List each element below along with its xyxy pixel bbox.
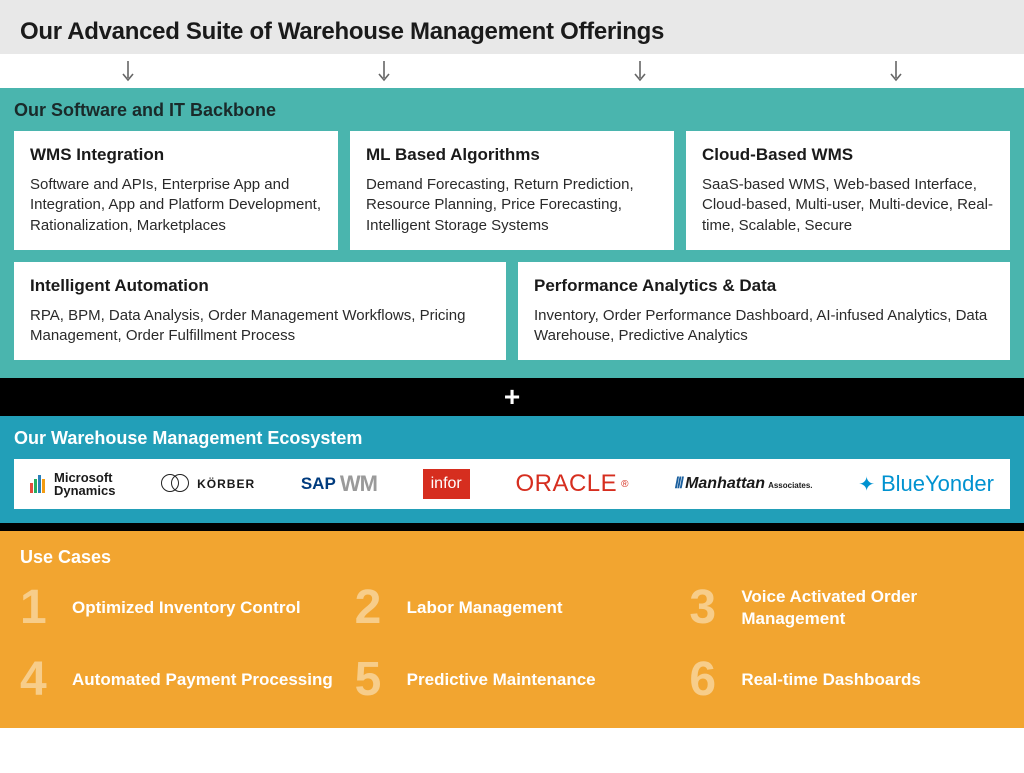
backbone-title: Our Software and IT Backbone bbox=[14, 100, 1010, 121]
page-title: Our Advanced Suite of Warehouse Manageme… bbox=[20, 18, 1004, 46]
card-cloud-wms: Cloud-Based WMS SaaS-based WMS, Web-base… bbox=[686, 131, 1010, 250]
korber-circles-icon bbox=[161, 474, 193, 494]
usecase-number: 2 bbox=[355, 584, 389, 632]
card-body: Inventory, Order Performance Dashboard, … bbox=[534, 306, 994, 347]
usecase-item: 6 Real-time Dashboards bbox=[689, 656, 1004, 704]
logos-row: Microsoft Dynamics KÖRBER SAPWM infor OR… bbox=[14, 459, 1010, 509]
usecase-item: 1 Optimized Inventory Control bbox=[20, 584, 335, 632]
backbone-row-2: Intelligent Automation RPA, BPM, Data An… bbox=[14, 262, 1010, 361]
manhattan-icon: /// bbox=[675, 475, 682, 493]
ecosystem-title: Our Warehouse Management Ecosystem bbox=[14, 428, 1010, 449]
usecase-label: Optimized Inventory Control bbox=[72, 597, 301, 619]
usecase-item: 4 Automated Payment Processing bbox=[20, 656, 335, 704]
arrow-down-icon bbox=[887, 60, 905, 84]
card-title: WMS Integration bbox=[30, 145, 322, 165]
logo-microsoft-dynamics: Microsoft Dynamics bbox=[30, 471, 115, 497]
usecases-grid: 1 Optimized Inventory Control 2 Labor Ma… bbox=[20, 584, 1004, 704]
usecase-label: Predictive Maintenance bbox=[407, 669, 596, 691]
logo-text: ORACLE bbox=[515, 470, 617, 498]
logo-text: Manhattan bbox=[685, 475, 765, 493]
usecase-item: 3 Voice Activated Order Management bbox=[689, 584, 1004, 632]
logo-infor: infor bbox=[423, 469, 470, 499]
plus-divider: + bbox=[0, 378, 1024, 416]
logo-suffix: Associates. bbox=[768, 481, 812, 490]
usecase-label: Automated Payment Processing bbox=[72, 669, 333, 691]
usecases-section: Use Cases 1 Optimized Inventory Control … bbox=[0, 531, 1024, 728]
card-title: ML Based Algorithms bbox=[366, 145, 658, 165]
arrow-down-icon bbox=[119, 60, 137, 84]
usecase-number: 4 bbox=[20, 656, 54, 704]
card-body: Demand Forecasting, Return Prediction, R… bbox=[366, 175, 658, 236]
usecase-label: Real-time Dashboards bbox=[741, 669, 921, 691]
arrow-down-icon bbox=[631, 60, 649, 84]
card-wms-integration: WMS Integration Software and APIs, Enter… bbox=[14, 131, 338, 250]
card-title: Cloud-Based WMS bbox=[702, 145, 994, 165]
card-body: SaaS-based WMS, Web-based Interface, Clo… bbox=[702, 175, 994, 236]
logo-text: BlueYonder bbox=[881, 471, 994, 497]
usecase-number: 1 bbox=[20, 584, 54, 632]
card-intelligent-automation: Intelligent Automation RPA, BPM, Data An… bbox=[14, 262, 506, 361]
usecases-title: Use Cases bbox=[20, 547, 1004, 568]
card-title: Performance Analytics & Data bbox=[534, 276, 994, 296]
usecase-label: Voice Activated Order Management bbox=[741, 586, 1004, 630]
usecase-number: 6 bbox=[689, 656, 723, 704]
logo-text: infor bbox=[431, 475, 462, 492]
logo-text: SAP bbox=[301, 474, 336, 494]
usecase-number: 3 bbox=[689, 584, 723, 632]
logo-korber: KÖRBER bbox=[161, 474, 255, 494]
card-body: Software and APIs, Enterprise App and In… bbox=[30, 175, 322, 236]
card-body: RPA, BPM, Data Analysis, Order Managemen… bbox=[30, 306, 490, 347]
logo-manhattan: /// Manhattan Associates. bbox=[675, 475, 813, 493]
card-performance-analytics: Performance Analytics & Data Inventory, … bbox=[518, 262, 1010, 361]
msd-bars-icon bbox=[30, 475, 45, 493]
usecase-number: 5 bbox=[355, 656, 389, 704]
logo-text: WM bbox=[340, 471, 377, 497]
plus-icon: + bbox=[504, 381, 520, 413]
card-title: Intelligent Automation bbox=[30, 276, 490, 296]
logo-blueyonder: ✦ BlueYonder bbox=[858, 471, 994, 497]
arrows-row bbox=[0, 54, 1024, 88]
logo-text: KÖRBER bbox=[197, 477, 255, 491]
backbone-section: Our Software and IT Backbone WMS Integra… bbox=[0, 88, 1024, 378]
backbone-row-1: WMS Integration Software and APIs, Enter… bbox=[14, 131, 1010, 250]
usecase-item: 5 Predictive Maintenance bbox=[355, 656, 670, 704]
header-bar: Our Advanced Suite of Warehouse Manageme… bbox=[0, 0, 1024, 54]
logo-sap-wm: SAPWM bbox=[301, 471, 377, 497]
usecase-item: 2 Labor Management bbox=[355, 584, 670, 632]
thin-divider bbox=[0, 523, 1024, 531]
card-ml-algorithms: ML Based Algorithms Demand Forecasting, … bbox=[350, 131, 674, 250]
blueyonder-dots-icon: ✦ bbox=[858, 472, 875, 497]
logo-text: Microsoft Dynamics bbox=[54, 471, 115, 497]
ecosystem-section: Our Warehouse Management Ecosystem Micro… bbox=[0, 416, 1024, 523]
arrow-down-icon bbox=[375, 60, 393, 84]
usecase-label: Labor Management bbox=[407, 597, 563, 619]
logo-oracle: ORACLE® bbox=[515, 470, 629, 498]
